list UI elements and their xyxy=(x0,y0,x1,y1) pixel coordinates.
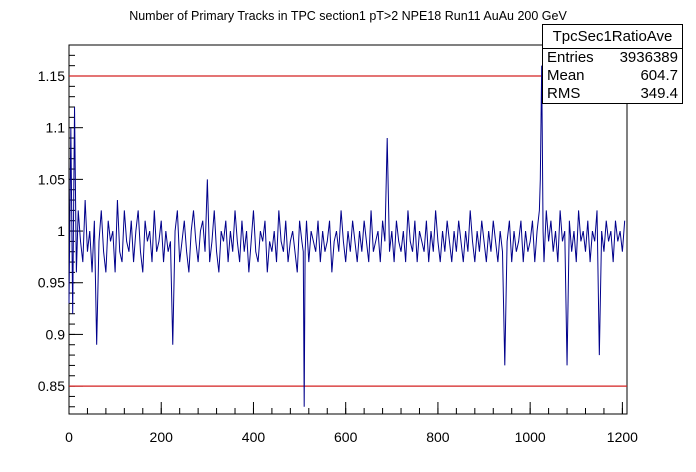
plot-frame xyxy=(68,44,628,415)
y-tick-label: 0.9 xyxy=(46,326,66,342)
y-tick-label: 0.85 xyxy=(38,378,65,394)
stats-box-title: TpcSec1RatioAve xyxy=(543,25,682,49)
x-tick-label: 600 xyxy=(334,429,358,445)
stats-mean-label: Mean xyxy=(547,67,585,84)
stats-entries-label: Entries xyxy=(547,49,594,66)
x-tick-label: 1000 xyxy=(515,429,546,445)
series-line xyxy=(68,65,626,407)
stats-rms-row: RMS 349.4 xyxy=(543,85,682,103)
y-tick-label: 1.15 xyxy=(38,68,65,84)
x-tick-label: 400 xyxy=(242,429,266,445)
y-tick-label: 1.05 xyxy=(38,171,65,187)
x-tick-label: 200 xyxy=(150,429,174,445)
stats-entries-row: Entries 3936389 xyxy=(543,49,682,67)
y-tick-label: 1 xyxy=(57,223,65,239)
chart-title: Number of Primary Tracks in TPC section1… xyxy=(129,9,567,23)
y-tick-label: 1.1 xyxy=(46,120,66,136)
plot-area: 0.85 0.9 0.95 1 1.05 1.1 1.15 0 200 400 600 800 1000… xyxy=(38,44,638,445)
stats-mean-row: Mean 604.7 xyxy=(543,67,682,85)
stats-box: TpcSec1RatioAve Entries 3936389 Mean 604… xyxy=(542,24,683,104)
y-tick-label: 0.95 xyxy=(38,275,65,291)
stats-entries-value: 3936389 xyxy=(619,49,678,66)
stats-rms-label: RMS xyxy=(547,85,581,102)
x-tick-label: 0 xyxy=(65,429,73,445)
stats-mean-value: 604.7 xyxy=(640,67,678,84)
x-tick-label: 800 xyxy=(426,429,450,445)
x-tick-label: 1200 xyxy=(607,429,638,445)
stats-rms-value: 349.4 xyxy=(640,85,678,102)
